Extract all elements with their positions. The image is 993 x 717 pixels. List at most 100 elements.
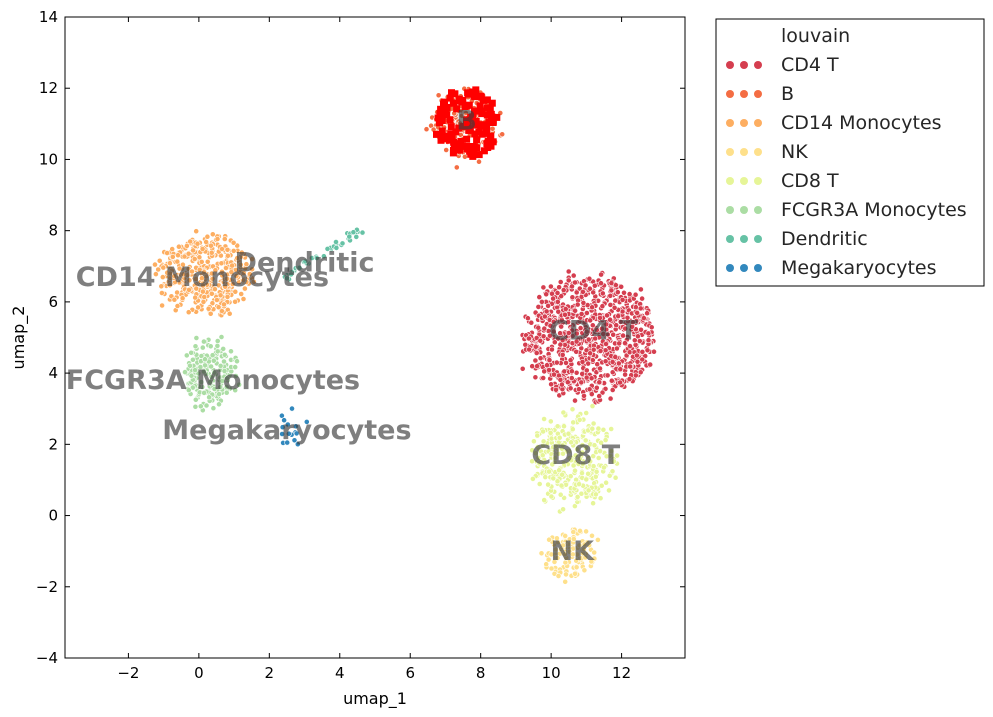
scatter-point [583,374,590,381]
scatter-point [534,432,541,439]
legend-marker [726,264,734,272]
legend-entries: CD4 T B CD14 Monocytes NK CD8 T FCGR3A Monocy… [726,54,967,279]
scatter-point [603,453,610,460]
legend-label: B [781,83,794,105]
scatter-point [561,423,567,430]
scatter-point [200,282,206,289]
x-tick-label: 4 [335,664,345,682]
scatter-point [638,286,644,293]
highlight-square [478,121,486,129]
scatter-point [536,481,543,487]
scatter-point [576,386,582,393]
scatter-point [612,474,619,481]
scatter-point [201,269,207,275]
scatter-point [350,229,357,236]
scatter-point [236,381,242,388]
scatter-point [567,473,574,480]
scatter-point [246,271,253,277]
scatter-point [651,348,657,355]
scatter-point [217,384,224,390]
scatter-point [548,551,555,558]
y-tick-label: 10 [39,150,58,168]
scatter-point [211,369,218,376]
scatter-point [291,437,298,444]
y-tick-label: −4 [36,649,58,667]
scatter-point [528,319,535,326]
highlight-square [459,96,467,104]
scatter-point [232,373,239,379]
scatter-point [156,257,163,264]
legend-label: FCGR3A Monocytes [781,199,967,221]
scatter-point [560,287,567,293]
scatter-point [599,290,606,297]
scatter-point [526,346,532,353]
scatter-point [199,246,206,252]
scatter-point [598,280,604,287]
scatter-point [199,344,206,351]
scatter-point [593,468,600,475]
scatter-point [181,253,188,260]
scatter-point [186,277,193,284]
legend-marker [754,119,762,127]
scatter-point [201,389,207,396]
scatter-point [589,532,595,539]
scatter-point [208,270,215,277]
scatter-point [210,357,217,364]
scatter-point [423,126,430,133]
scatter-point [166,282,173,289]
scatter-point [570,419,577,426]
x-tick-label: 0 [194,664,204,682]
scatter-point [599,303,606,310]
scatter-point [591,442,598,449]
scatter-point [232,288,239,295]
scatter-point [626,291,633,297]
scatter-point [208,249,215,256]
scatter-point [203,402,210,409]
scatter-point [180,271,187,278]
legend-marker [726,177,734,185]
legend-marker [754,177,762,185]
scatter-point [641,315,647,321]
scatter-point [529,363,536,370]
scatter-point [185,309,192,316]
scatter-point [608,448,615,455]
scatter-point [279,431,285,437]
scatter-point [573,348,580,355]
scatter-point [568,457,575,464]
scatter-point [219,246,225,252]
scatter-point [192,276,199,282]
scatter-point [209,300,216,307]
scatter-point [632,372,639,379]
scatter-point [292,423,299,430]
scatter-point [588,558,595,565]
scatter-point [574,493,581,500]
scatter-point [546,357,553,363]
scatter-point [224,293,231,300]
scatter-point [607,316,613,323]
scatter-point [279,424,286,431]
scatter-point [223,384,230,390]
cluster-label: NK [551,536,596,567]
scatter-point [536,294,543,300]
legend-marker [754,264,762,272]
scatter-point [526,335,532,342]
scatter-point [562,311,568,318]
scatter-point [536,460,543,467]
scatter-point [223,389,230,396]
highlight-square [443,111,451,119]
scatter-point [221,358,227,365]
legend-entry: B [726,83,794,105]
scatter-point [588,391,595,397]
scatter-point [226,310,233,317]
scatter-point [546,367,552,373]
scatter-point [556,434,563,441]
scatter-point [603,321,610,328]
scatter-point [221,301,227,308]
scatter-point [216,401,222,408]
scatter-point [585,470,591,477]
scatter-point [519,365,526,372]
legend-label: NK [781,141,808,163]
highlight-square [463,116,470,124]
scatter-point [606,472,613,479]
scatter-point [608,426,615,432]
